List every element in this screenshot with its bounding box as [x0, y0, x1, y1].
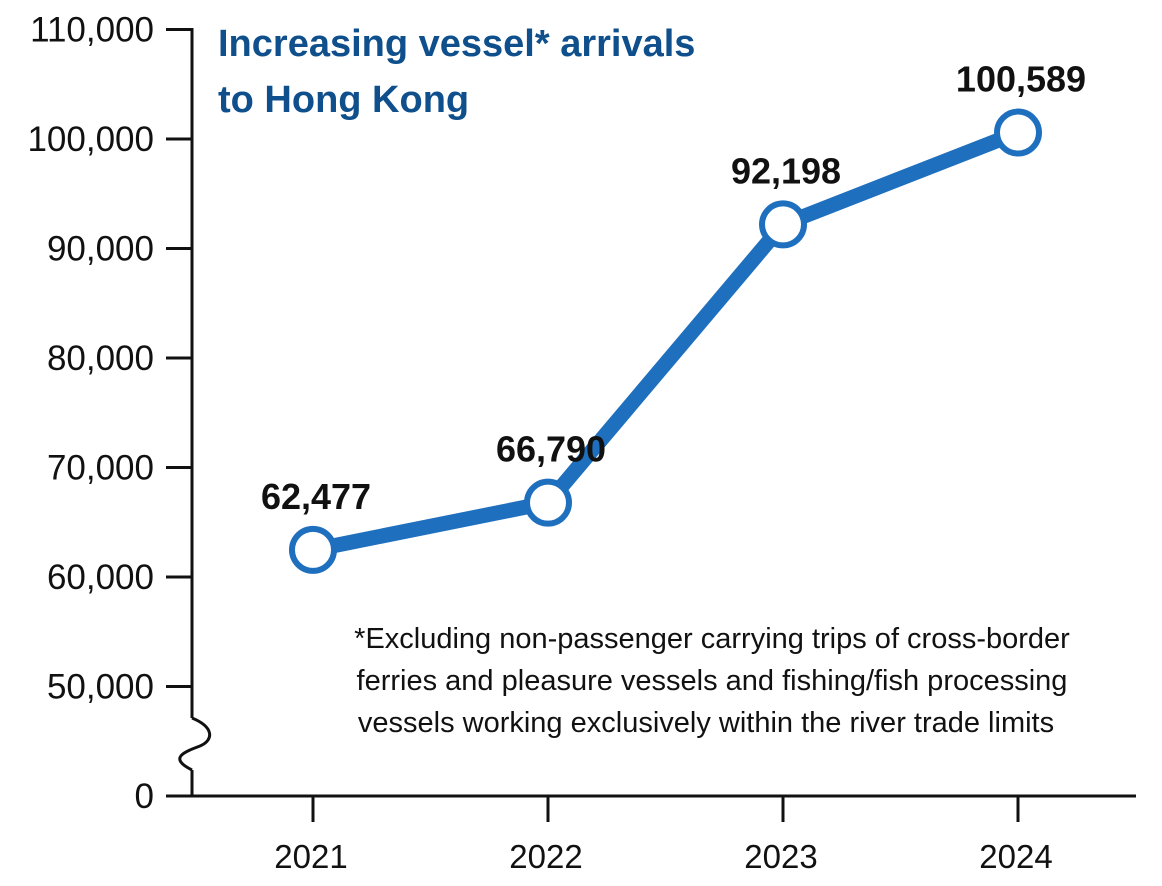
footnote-line-2: ferries and pleasure vessels and fishing…	[357, 665, 1068, 697]
chart-title: Increasing vessel* arrivals to Hong Kong	[218, 23, 695, 121]
footnote-line-3: vessels working exclusively within the r…	[358, 707, 1054, 739]
axis-break-icon	[178, 716, 211, 772]
y-tick-label: 60,000	[47, 558, 154, 597]
series-vessel-arrivals: 62,477 66,790 92,198 100,589	[261, 59, 1086, 574]
y-tick-label: 110,000	[30, 11, 154, 50]
y-tick-label: 90,000	[47, 230, 154, 269]
data-point	[759, 200, 807, 249]
data-label: 92,198	[731, 150, 841, 191]
data-label: 100,589	[956, 59, 1086, 100]
y-tick-label: 80,000	[47, 339, 154, 378]
x-tick-label: 2022	[509, 838, 582, 875]
x-tick-label: 2021	[274, 838, 347, 875]
x-ticks: 2021 2022 2023 2024	[274, 796, 1053, 875]
series-line	[305, 125, 1026, 558]
x-tick-label: 2023	[744, 838, 817, 875]
chart-title-line-2: to Hong Kong	[218, 79, 469, 121]
chart-title-line-1: Increasing vessel* arrivals	[218, 23, 695, 65]
data-point	[289, 525, 337, 574]
y-tick-label: 100,000	[27, 120, 154, 159]
data-label: 66,790	[496, 429, 606, 470]
x-tick-label: 2024	[979, 838, 1052, 875]
data-label: 62,477	[261, 476, 371, 517]
footnote: *Excluding non-passenger carrying trips …	[354, 623, 1070, 739]
y-tick-label: 50,000	[47, 668, 154, 707]
data-point	[524, 478, 572, 527]
y-ticks: 50,000 60,000 70,000 80,000 90,000 100,000 110…	[27, 11, 192, 707]
y-axis: 50,000 60,000 70,000 80,000 90,000 100,000 110…	[27, 11, 211, 816]
footnote-line-1: *Excluding non-passenger carrying trips …	[354, 623, 1070, 655]
data-point	[994, 108, 1042, 157]
y-tick-label: 70,000	[47, 449, 154, 488]
y-zero-label: 0	[135, 777, 154, 816]
x-axis: 2021 2022 2023 2024	[166, 794, 1136, 875]
